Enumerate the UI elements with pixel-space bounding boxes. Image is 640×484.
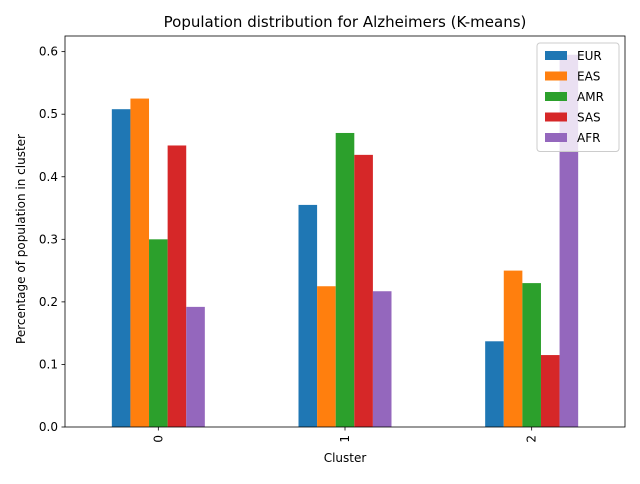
bar-afr-cluster-1 <box>372 291 392 427</box>
legend: EUR EAS AMR SAS AFR <box>536 42 620 152</box>
legend-label-afr: AFR <box>577 131 600 145</box>
legend-swatch-afr <box>545 133 567 142</box>
y-tick-label: 0.0 <box>39 420 58 434</box>
y-axis-label: Percentage of population in cluster <box>14 134 28 344</box>
bar-amr-cluster-0 <box>149 239 168 427</box>
bar-eas-cluster-1 <box>317 286 336 427</box>
legend-swatch-amr <box>545 92 567 101</box>
legend-label-eas: EAS <box>577 70 600 84</box>
bar-amr-cluster-1 <box>335 132 355 427</box>
legend-label-eur: EUR <box>577 49 602 63</box>
legend-swatch-sas <box>545 112 567 122</box>
bar-eur-cluster-0 <box>111 109 131 427</box>
legend-label-sas: SAS <box>577 111 601 125</box>
y-tick-label: 0.6 <box>39 45 58 59</box>
legend-swatch-eur <box>545 51 567 60</box>
x-tick-label: 2 <box>525 435 539 443</box>
bar-eur-cluster-2 <box>485 341 504 427</box>
x-tick-label: 0 <box>151 435 165 443</box>
bar-amr-cluster-2 <box>522 283 541 427</box>
legend-swatch-eas <box>545 71 567 81</box>
bar-sas-cluster-2 <box>540 355 560 427</box>
bar-eas-cluster-2 <box>503 270 523 427</box>
bar-sas-cluster-0 <box>167 145 187 428</box>
bars-group <box>111 54 579 428</box>
x-axis-label: Cluster <box>324 451 367 465</box>
x-tick-label: 1 <box>338 435 352 443</box>
y-tick-label: 0.4 <box>39 170 58 184</box>
bar-sas-cluster-1 <box>354 154 373 428</box>
chart-title: Population distribution for Alzheimers (… <box>164 13 527 31</box>
bar-eur-cluster-1 <box>298 204 318 427</box>
legend-label-amr: AMR <box>577 90 604 104</box>
y-tick-label: 0.2 <box>39 295 58 309</box>
axes-group: 0.0 0.1 0.2 0.3 0.4 0.5 0.6 0 1 2 <box>39 35 626 443</box>
legend-box <box>536 42 620 152</box>
bar-eas-cluster-0 <box>130 98 150 427</box>
bar-afr-cluster-0 <box>186 306 205 427</box>
y-tick-label: 0.3 <box>39 232 58 246</box>
y-tick-label: 0.5 <box>39 107 58 121</box>
y-tick-label: 0.1 <box>39 357 58 371</box>
